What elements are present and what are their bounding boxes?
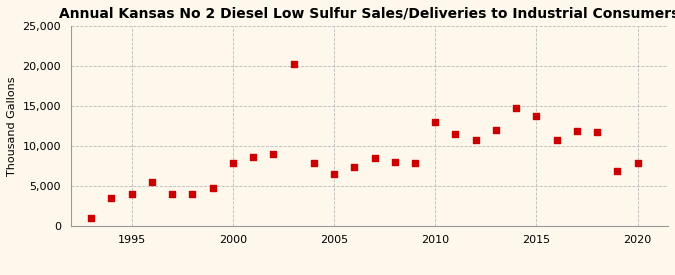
- Point: [612, 169, 623, 174]
- Point: [572, 129, 583, 134]
- Point: [146, 180, 157, 184]
- Point: [349, 164, 360, 169]
- Point: [329, 172, 340, 177]
- Point: [450, 132, 461, 136]
- Point: [632, 160, 643, 165]
- Point: [430, 120, 441, 124]
- Point: [106, 196, 117, 200]
- Point: [511, 106, 522, 111]
- Point: [227, 161, 238, 166]
- Point: [531, 113, 542, 118]
- Point: [410, 160, 421, 165]
- Point: [551, 138, 562, 142]
- Point: [491, 128, 502, 132]
- Point: [207, 186, 218, 190]
- Point: [268, 152, 279, 156]
- Point: [248, 155, 259, 159]
- Point: [470, 138, 481, 142]
- Point: [592, 130, 603, 134]
- Point: [126, 191, 137, 196]
- Point: [308, 160, 319, 165]
- Point: [389, 160, 400, 164]
- Y-axis label: Thousand Gallons: Thousand Gallons: [7, 76, 17, 176]
- Point: [167, 191, 178, 196]
- Title: Annual Kansas No 2 Diesel Low Sulfur Sales/Deliveries to Industrial Consumers: Annual Kansas No 2 Diesel Low Sulfur Sal…: [59, 7, 675, 21]
- Point: [187, 191, 198, 196]
- Point: [288, 62, 299, 66]
- Point: [86, 216, 97, 221]
- Point: [369, 156, 380, 160]
